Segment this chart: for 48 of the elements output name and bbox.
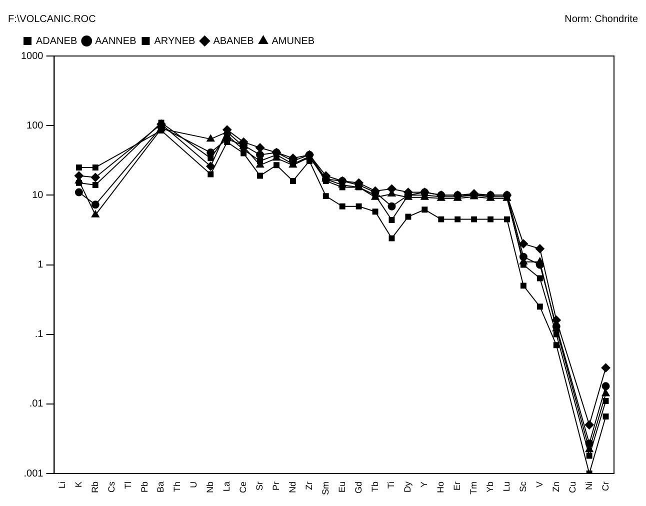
x-tick-label: Eu <box>336 482 347 493</box>
legend-label: AANNEB <box>95 36 137 47</box>
x-tick-label: Nd <box>287 482 298 494</box>
x-tick-label: Li <box>56 482 67 489</box>
x-tick-label: Sc <box>518 481 528 492</box>
x-tick-label: U <box>188 482 199 488</box>
x-tick-label: Ba <box>156 482 166 493</box>
x-tick-label: Zr <box>304 482 314 490</box>
x-tick-label: Cs <box>106 481 116 492</box>
x-tick-label: Pr <box>270 481 281 490</box>
x-tick-label: Th <box>172 482 182 492</box>
y-tick-label: .001 <box>24 468 44 480</box>
legend-label: ARYNEB <box>154 36 196 47</box>
legend-label: ABANEB <box>213 36 254 47</box>
x-tick-label: Zn <box>550 482 561 492</box>
x-tick-label: K <box>73 482 84 488</box>
legend-label: AMUNEB <box>272 36 315 47</box>
y-tick-label: .01 <box>29 398 44 410</box>
y-tick-label: 100 <box>26 120 44 132</box>
x-tick-label: Yb <box>485 482 496 493</box>
y-tick-label: 10 <box>32 190 44 201</box>
x-tick-label: Rb <box>90 482 100 494</box>
x-tick-label: Gd <box>353 482 364 494</box>
x-tick-label: Ni <box>584 482 594 490</box>
x-tick-label: Tm <box>468 482 479 494</box>
y-tick-label: 1000 <box>20 50 44 62</box>
y-tick-label: .1 <box>34 329 44 340</box>
x-tick-label: Ho <box>436 482 446 494</box>
x-tick-label: La <box>222 482 232 492</box>
y-tick-label: 1 <box>38 260 44 270</box>
x-tick-label: Cr <box>600 482 610 491</box>
legend-label: ADANEB <box>36 36 78 47</box>
x-tick-label: Y <box>419 482 430 488</box>
x-tick-label: Lu <box>501 482 512 492</box>
x-tick-label: Sr <box>254 481 265 490</box>
x-tick-label: Pb <box>139 482 150 493</box>
x-tick-label: V <box>534 482 544 488</box>
x-tick-label: Er <box>452 481 462 490</box>
x-tick-label: Cu <box>567 482 578 494</box>
x-tick-label: Sm <box>320 482 330 495</box>
x-tick-label: Tl <box>122 482 133 489</box>
text: F:\VOLCANIC.ROC <box>8 14 96 24</box>
text: Norm: Chondrite <box>564 14 638 24</box>
x-tick-label: Tb <box>370 482 380 492</box>
x-tick-label: Dy <box>402 481 413 492</box>
x-tick-label: Ce <box>238 482 248 494</box>
x-tick-label: Ti <box>386 482 396 489</box>
x-tick-label: Nb <box>205 482 216 494</box>
